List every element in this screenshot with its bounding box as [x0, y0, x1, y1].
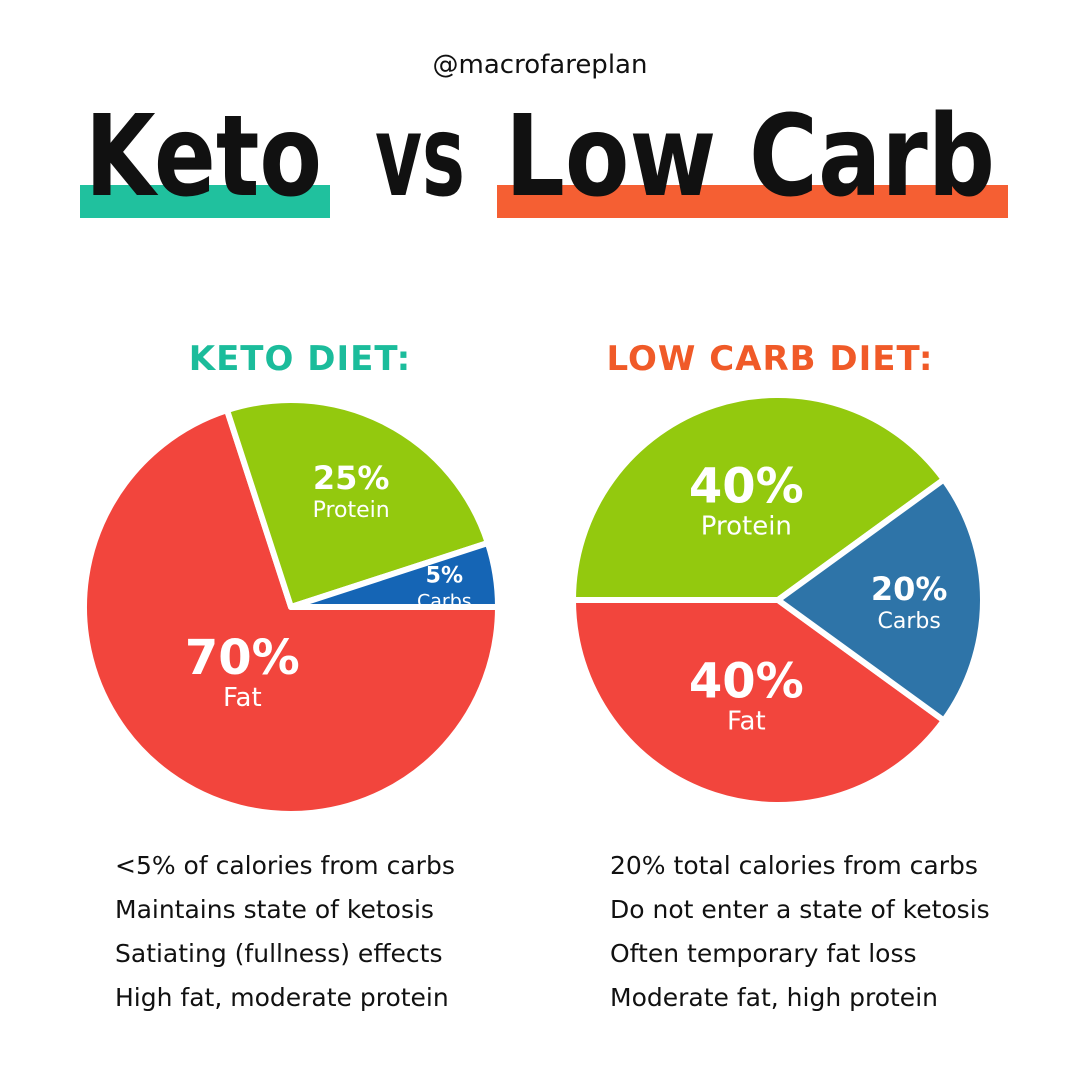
title-word: Low Carb: [505, 92, 995, 222]
pie-slice: [81, 407, 501, 817]
pie-slice: [570, 597, 947, 808]
pie-slice: [224, 397, 491, 610]
slice-category-label: Fat: [727, 706, 766, 736]
title-word: vs: [375, 92, 465, 222]
pie-slice: [775, 476, 986, 724]
low-carb-underline: [497, 185, 1008, 218]
chart-title: LOW CARB DIET:: [607, 339, 934, 379]
title-word: Keto: [85, 92, 322, 222]
pie-slice: [570, 392, 947, 603]
note: Moderate fat, high protein: [610, 983, 938, 1012]
slice-value-label: 25%: [313, 459, 390, 497]
slice-value-label: 40%: [689, 653, 804, 709]
note: High fat, moderate protein: [115, 983, 449, 1012]
chart-title: KETO DIET:: [189, 339, 412, 379]
slice-category-label: Protein: [313, 498, 390, 523]
note: Often temporary fat loss: [610, 939, 917, 968]
keto-underline: [80, 185, 330, 218]
note: Satiating (fullness) effects: [115, 939, 443, 968]
note: Do not enter a state of ketosis: [610, 895, 990, 924]
slice-value-label: 5%: [426, 564, 463, 589]
slice-category-label: Protein: [701, 512, 792, 542]
slice-value-label: 70%: [185, 630, 300, 686]
slice-category-label: Fat: [223, 683, 262, 713]
note: Maintains state of ketosis: [115, 895, 434, 924]
slice-category-label: Carbs: [417, 591, 472, 613]
handle: @macrofareplan: [433, 50, 648, 80]
note: 20% total calories from carbs: [610, 851, 978, 880]
note: <5% of calories from carbs: [115, 851, 455, 880]
slice-category-label: Carbs: [878, 609, 941, 634]
slice-value-label: 20%: [871, 570, 948, 608]
pie-slice: [288, 540, 501, 610]
slice-value-label: 40%: [689, 459, 804, 515]
